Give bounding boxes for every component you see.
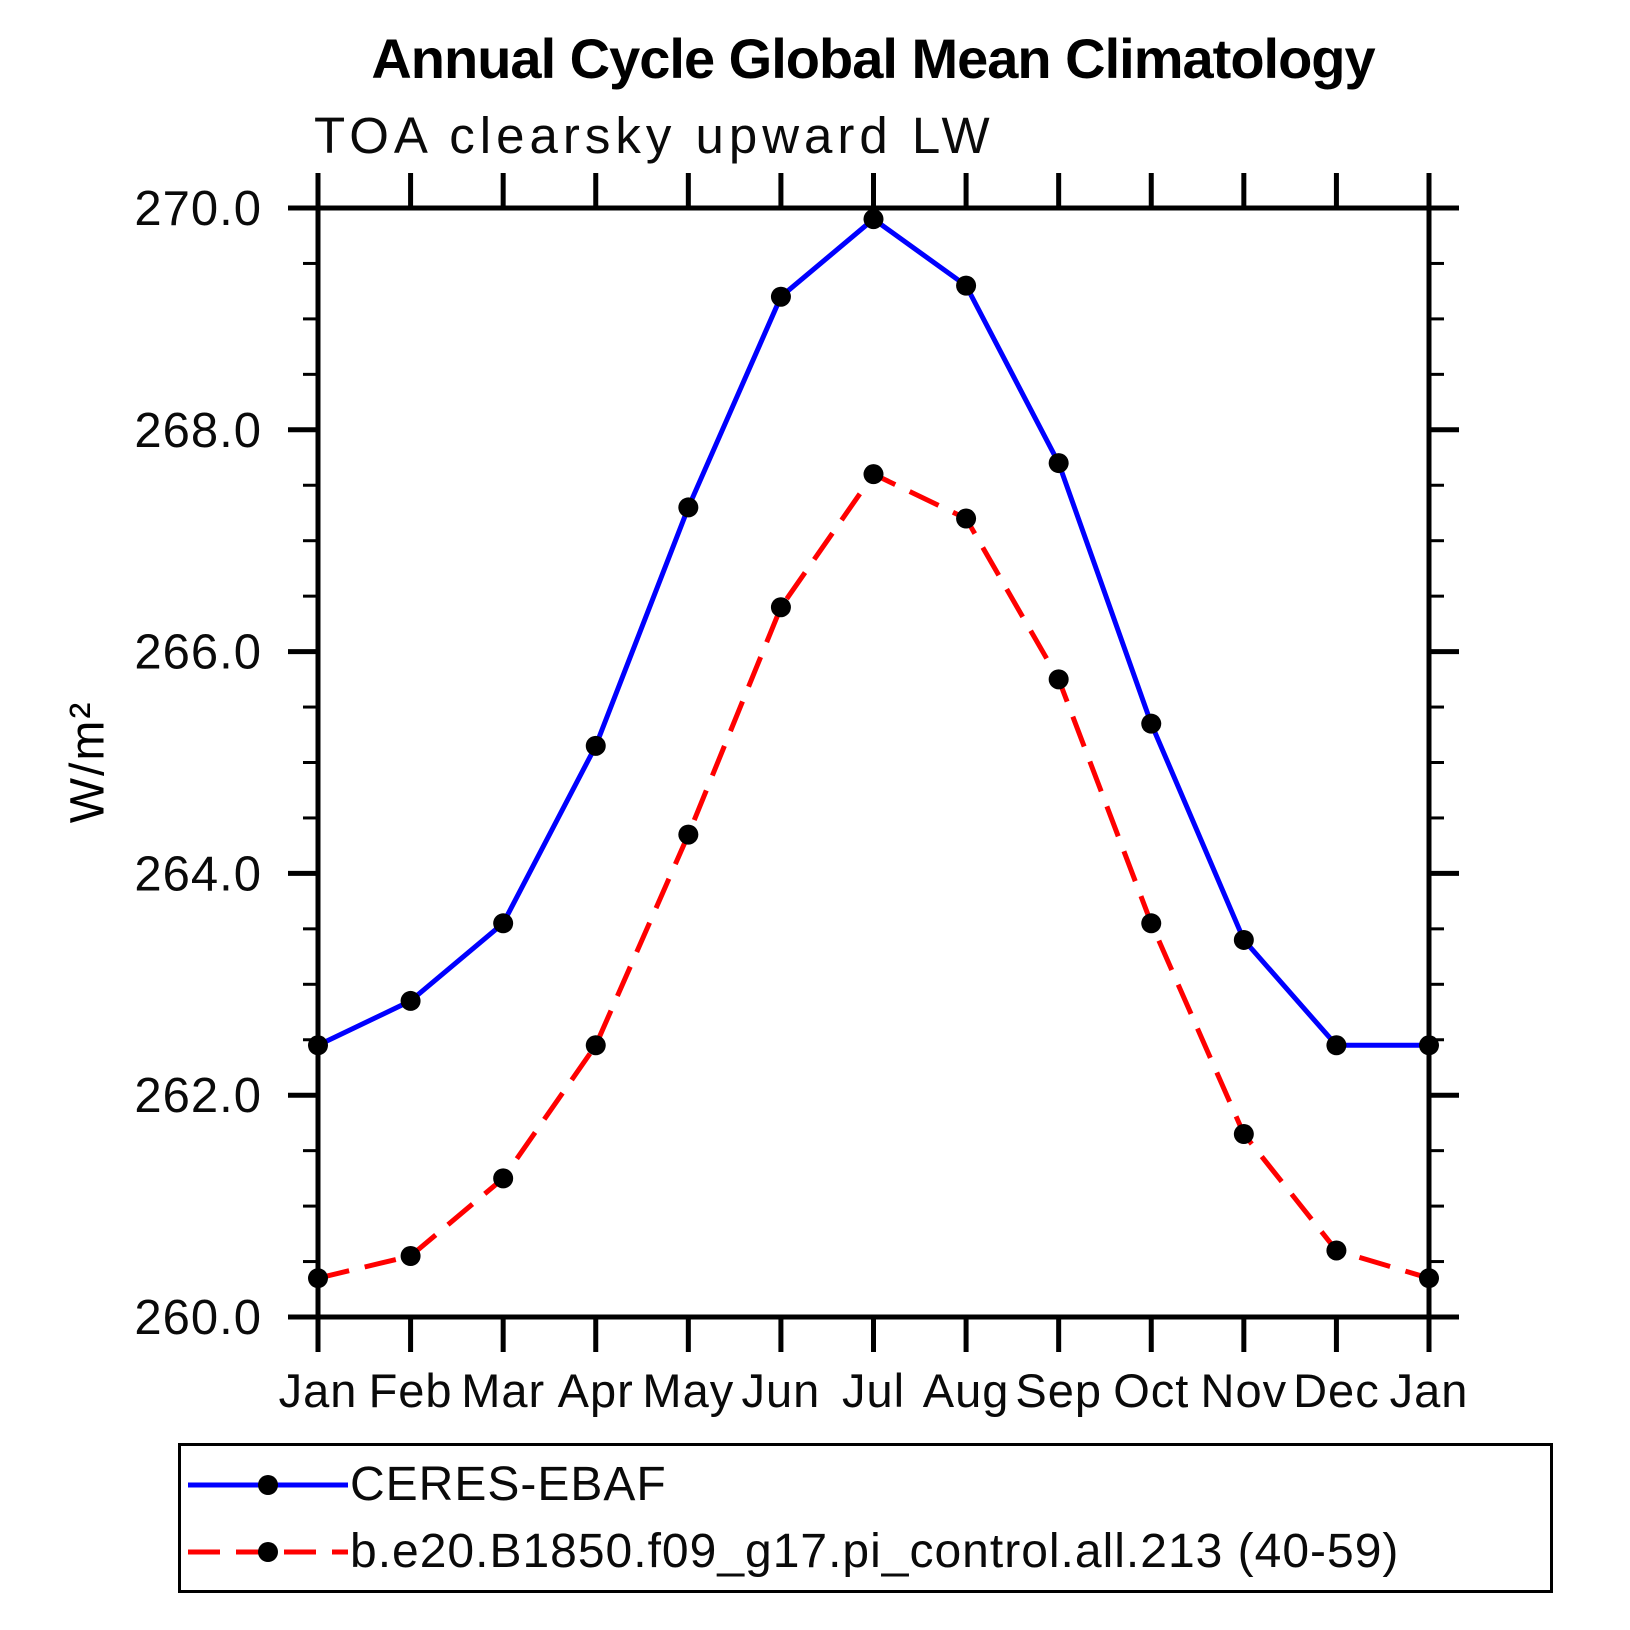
x-tick-label: Jan	[279, 1364, 358, 1417]
x-tick-label: Mar	[461, 1364, 545, 1417]
series-line-0	[316, 215, 1429, 1048]
legend-entry-ceres-ebaf: CERES-EBAF	[188, 1461, 667, 1509]
x-tick-label: Jul	[842, 1364, 905, 1417]
data-point-marker	[585, 735, 606, 756]
legend-sample-marker	[258, 1475, 278, 1495]
data-point-marker	[1233, 1124, 1254, 1145]
x-tick-label: Dec	[1293, 1364, 1380, 1417]
x-tick-label: Sep	[1015, 1364, 1102, 1417]
data-point-marker	[1419, 1268, 1439, 1289]
chart-title: Annual Cycle Global Mean Climatology	[371, 27, 1375, 90]
y-tick-label: 260.0	[134, 1291, 262, 1345]
data-point-marker	[585, 1035, 606, 1056]
data-point-marker	[1233, 929, 1254, 950]
data-point-marker	[308, 1268, 328, 1289]
y-tick-label: 270.0	[134, 182, 262, 236]
data-point-marker	[400, 1246, 421, 1267]
legend-entry-model: b.e20.B1850.f09_g17.pi_control.all.213 (…	[188, 1528, 1399, 1576]
legend-label-model: b.e20.B1850.f09_g17.pi_control.all.213 (…	[350, 1525, 1400, 1578]
data-point-marker	[770, 597, 791, 618]
legend-box: CERES-EBAF b.e20.B1850.f09_g17.pi_contro…	[178, 1443, 1553, 1593]
chart-subtitle: TOA clearsky upward LW	[314, 107, 995, 164]
x-tick-label: Oct	[1113, 1364, 1189, 1417]
x-tick-label: Aug	[923, 1364, 1010, 1417]
x-tick-label: Feb	[369, 1364, 453, 1417]
y-tick-label: 262.0	[134, 1069, 262, 1123]
data-point-marker	[1048, 669, 1069, 690]
data-point-marker	[308, 1035, 328, 1056]
data-point-marker	[1326, 1035, 1347, 1056]
y-tick-label: 264.0	[134, 847, 262, 901]
x-tick-label: Jun	[742, 1364, 821, 1417]
legend-line-sample-dashed	[188, 1542, 348, 1562]
data-point-marker	[956, 508, 977, 529]
data-point-marker	[863, 209, 884, 230]
data-point-marker	[493, 913, 514, 934]
data-point-marker	[1419, 1035, 1439, 1056]
x-tick-label: May	[642, 1364, 734, 1417]
legend-sample-marker	[258, 1542, 278, 1562]
data-point-marker	[956, 275, 977, 296]
data-point-marker	[493, 1168, 514, 1189]
legend-line-sample-solid	[188, 1475, 348, 1495]
y-tick-label: 268.0	[134, 404, 262, 458]
data-point-marker	[400, 990, 421, 1011]
y-tick-label: 266.0	[134, 626, 262, 680]
data-point-marker	[1048, 453, 1069, 474]
data-point-marker	[863, 464, 884, 485]
x-tick-label: Apr	[558, 1364, 634, 1417]
data-point-marker	[1326, 1240, 1347, 1261]
axes-frame	[288, 173, 1459, 1352]
data-point-marker	[770, 286, 791, 307]
x-tick-label: Jan	[1390, 1364, 1469, 1417]
data-point-marker	[1141, 913, 1162, 934]
data-point-marker	[678, 497, 699, 518]
series-line-1	[317, 470, 1430, 1281]
legend-label-ceres-ebaf: CERES-EBAF	[350, 1458, 667, 1511]
x-tick-label: Nov	[1201, 1364, 1288, 1417]
data-point-marker	[678, 824, 699, 845]
data-point-marker	[1141, 713, 1162, 734]
